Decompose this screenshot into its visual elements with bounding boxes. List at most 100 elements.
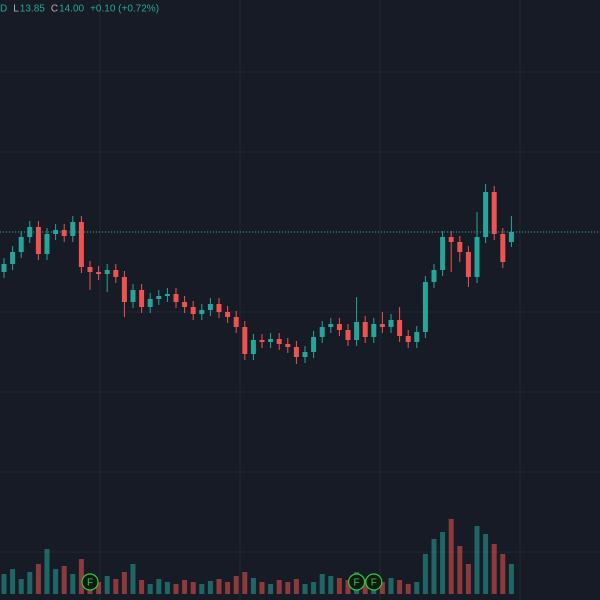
- volume-bar: [164, 582, 170, 594]
- volume-bar: [61, 566, 67, 594]
- volume-bar: [319, 574, 325, 594]
- volume-bar: [285, 582, 291, 594]
- candle-body: [182, 302, 188, 307]
- candle-body: [121, 277, 127, 302]
- candle-body: [319, 327, 325, 337]
- candle-body: [414, 332, 420, 342]
- candle-body: [483, 192, 489, 237]
- volume-bar: [491, 544, 497, 594]
- volume-bar: [302, 584, 308, 594]
- candle-body: [242, 327, 248, 354]
- candle-body: [173, 294, 179, 302]
- volume-bar: [78, 559, 84, 594]
- volume-bar: [104, 576, 110, 594]
- volume-bar: [268, 584, 274, 594]
- volume-bar: [362, 579, 368, 594]
- volume-bar: [276, 580, 282, 594]
- volume-bar: [130, 564, 136, 594]
- candle-body: [285, 344, 291, 347]
- header-text: 13.85: [20, 4, 45, 15]
- candle-body: [440, 237, 446, 270]
- volume-bar: [414, 582, 420, 594]
- candle-body: [35, 227, 41, 254]
- volume-bar: [422, 554, 428, 594]
- volume-bar: [216, 579, 222, 594]
- candle-body: [250, 340, 256, 354]
- candle-body: [87, 267, 93, 272]
- volume-bar: [1, 574, 7, 594]
- candle-body: [18, 237, 24, 252]
- volume-bar: [405, 584, 411, 594]
- volume-bar: [250, 578, 256, 594]
- candle-body: [405, 336, 411, 342]
- candle-body: [379, 324, 385, 327]
- candle-body: [61, 230, 67, 236]
- header-text: 14.00: [59, 4, 84, 15]
- candle-body: [70, 222, 76, 236]
- candle-body: [448, 237, 454, 242]
- volume-bar: [259, 582, 265, 594]
- candle-body: [225, 312, 231, 317]
- event-marker: [81, 573, 99, 591]
- volume-bar: [474, 526, 480, 594]
- candle-body: [259, 340, 265, 342]
- volume-bar: [113, 579, 119, 594]
- volume-bar: [156, 579, 162, 594]
- volume-bar: [10, 569, 16, 594]
- candle-body: [302, 352, 308, 357]
- volume-bar: [293, 579, 299, 594]
- candle-body: [465, 252, 471, 277]
- candle-body: [207, 304, 213, 310]
- event-label: F: [87, 578, 93, 589]
- event-marker: [348, 573, 366, 591]
- volume-bar: [465, 564, 471, 594]
- volume-bar: [483, 534, 489, 594]
- candle-body: [27, 227, 33, 237]
- volume-bar: [190, 582, 196, 594]
- candle-body: [474, 237, 480, 277]
- candle-body: [491, 192, 497, 234]
- candle-body: [113, 270, 119, 277]
- candle-body: [268, 339, 274, 342]
- event-label: F: [371, 578, 377, 589]
- candle-body: [96, 272, 102, 274]
- volume-bar: [199, 584, 205, 594]
- volume-bar: [139, 580, 145, 594]
- volume-bar: [457, 546, 463, 594]
- candle-body: [53, 230, 59, 234]
- candle-body: [78, 222, 84, 267]
- volume-bar: [388, 578, 394, 594]
- candle-body: [336, 324, 342, 330]
- candle-body: [276, 339, 282, 344]
- header-text: L: [13, 4, 19, 15]
- candle-body: [130, 290, 136, 302]
- candle-body: [354, 322, 360, 340]
- volume-bar: [173, 584, 179, 594]
- volume-bar: [147, 584, 153, 594]
- volume-bar: [53, 569, 59, 594]
- event-marker: [365, 573, 383, 591]
- volume-bar: [379, 582, 385, 594]
- event-label: F: [354, 578, 360, 589]
- header-text: D: [0, 4, 7, 15]
- candle-body: [431, 270, 437, 282]
- volume-bar: [225, 582, 231, 594]
- candle-body: [1, 264, 7, 272]
- candle-body: [44, 234, 50, 254]
- candle-body: [362, 322, 368, 337]
- candle-body: [233, 317, 239, 327]
- candle-body: [500, 234, 506, 262]
- candle-body: [104, 270, 110, 274]
- volume-bar: [311, 582, 317, 594]
- volume-bar: [70, 574, 76, 594]
- volume-bar: [500, 554, 506, 594]
- volume-bar: [440, 532, 446, 594]
- candle-body: [190, 307, 196, 314]
- volume-bar: [233, 576, 239, 594]
- candle-body: [10, 252, 16, 264]
- volume-bar: [448, 519, 454, 594]
- ohlc-header: D L 13.85 C 14.00 +0.10 (+0.72%): [0, 4, 159, 15]
- volume-bar: [44, 549, 50, 594]
